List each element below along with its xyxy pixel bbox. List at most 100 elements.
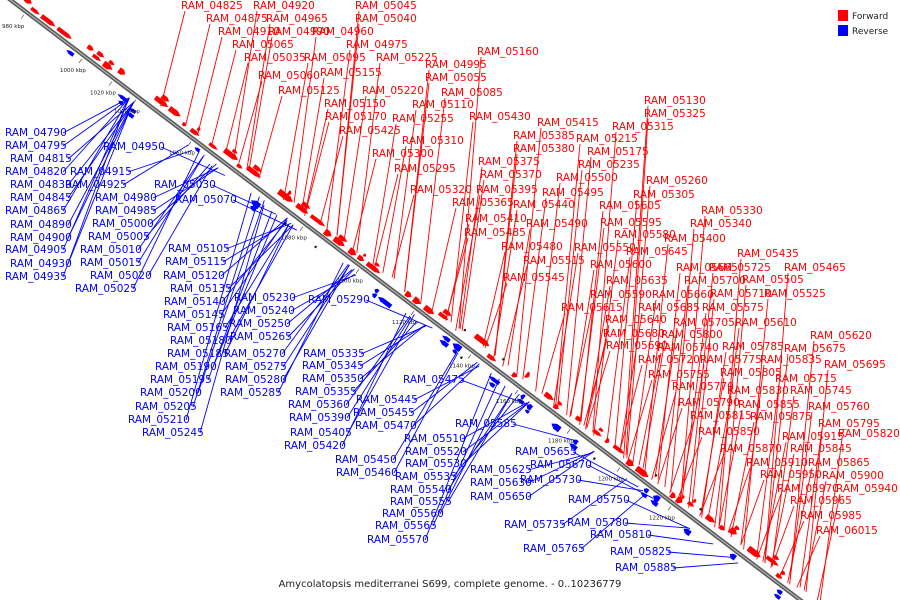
gene-label: RAM_05910: [746, 457, 808, 469]
gene-label: RAM_05620: [810, 330, 872, 342]
gene-label: RAM_05825: [610, 546, 672, 558]
tick-label: 1160 kbp: [496, 399, 522, 405]
forward-gene: [654, 473, 658, 477]
leader-line: [413, 365, 480, 401]
leader-line: [718, 409, 743, 529]
gene-label: RAM_04965: [266, 13, 328, 25]
leader-line: [432, 378, 500, 527]
reverse-gene: [442, 335, 451, 343]
legend-swatch-forward: [838, 10, 848, 21]
gene-label: RAM_05425: [339, 125, 401, 137]
leader-line: [587, 464, 654, 499]
leader-line: [799, 428, 823, 588]
gene-label: RAM_05280: [225, 374, 287, 386]
gene-label: RAM_05660: [652, 289, 714, 301]
gene-label: RAM_05160: [477, 46, 539, 58]
forward-gene: [337, 234, 348, 243]
reverse-gene: [640, 492, 648, 499]
leader-line: [393, 109, 417, 279]
gene-label: RAM_05460: [336, 467, 398, 479]
leader-line: [756, 493, 782, 560]
gene-label: RAM_05800: [661, 329, 723, 341]
leader-line: [458, 56, 482, 329]
forward-gene: [699, 507, 702, 511]
legend-label-forward: Forward: [852, 12, 888, 22]
gene-label: RAM_05510: [404, 433, 466, 445]
leader-line: [586, 350, 611, 428]
leader-line: [233, 10, 258, 160]
leader-line: [462, 401, 530, 465]
gene-label: RAM_05260: [646, 175, 708, 187]
gene-label: RAM_05595: [600, 217, 662, 229]
tick-label: 1100 kbp: [337, 278, 363, 284]
leader-line: [391, 194, 415, 278]
leader-line: [232, 199, 298, 231]
leader-line: [679, 364, 705, 501]
gene-label: RAM_05315: [612, 121, 674, 133]
gene-label: RAM_04905: [5, 244, 67, 256]
forward-gene: [347, 247, 357, 256]
gene-label: RAM_05470: [355, 420, 417, 432]
gene-label: RAM_05805: [720, 367, 782, 379]
leader-line: [224, 223, 290, 355]
gene-labels: RAM_04825 RAM_04920 RAM_05045RAM_04875RAM_…: [5, 0, 900, 574]
tick-mark: [467, 354, 472, 359]
leader-line: [319, 135, 344, 226]
gene-label: RAM_05310: [402, 135, 464, 147]
forward-gene: [746, 545, 761, 558]
gene-label: RAM_05770: [672, 381, 734, 393]
tick-mark: [108, 81, 113, 86]
tick-mark: [299, 226, 304, 231]
gene-label: RAM_05135: [170, 283, 232, 295]
forward-gene: [236, 163, 243, 169]
leader-line: [541, 312, 566, 394]
forward-gene: [23, 0, 32, 4]
leader-line: [727, 467, 751, 533]
reverse-gene: [572, 439, 579, 446]
gene-label: RAM_05845: [790, 443, 852, 455]
leader-line: [283, 62, 309, 201]
gene-label: RAM_05170: [325, 111, 387, 123]
leader-line: [572, 451, 639, 488]
leader-line: [669, 420, 695, 494]
leader-line: [227, 224, 294, 342]
leader-line: [290, 273, 356, 312]
gene-label: RAM_05180: [170, 335, 232, 347]
leader-line: [455, 194, 481, 331]
forward-gene: [692, 498, 697, 503]
gene-label: RAM_05095: [304, 52, 366, 64]
leader-line: [199, 204, 265, 434]
gene-label: RAM_05265: [230, 331, 292, 343]
leader-line: [185, 23, 211, 126]
leader-line: [127, 149, 193, 173]
forward-gene: [625, 458, 634, 467]
gene-label: RAM_05655: [515, 446, 577, 458]
gene-label: RAM_05485: [464, 227, 526, 239]
forward-gene: [108, 59, 115, 66]
gene-label: RAM_04815: [10, 153, 72, 165]
gene-label: RAM_05300: [372, 148, 434, 160]
leader-line: [67, 101, 135, 199]
leader-line: [152, 167, 219, 212]
forward-gene: [222, 147, 238, 161]
leader-line: [404, 82, 430, 292]
gene-label: RAM_05400: [664, 233, 726, 245]
gene-label: RAM_05215: [576, 133, 638, 145]
forward-gene: [322, 228, 332, 237]
legend-swatch-reverse: [838, 25, 848, 36]
gene-label: RAM_05375: [478, 156, 540, 168]
gene-label: RAM_05580: [614, 229, 676, 241]
gene-label: RAM_05410: [465, 213, 527, 225]
gene-label: RAM_04920: [253, 0, 315, 12]
leader-line: [482, 251, 506, 347]
forward-gene: [686, 500, 694, 507]
gene-label: RAM_05025: [75, 283, 137, 295]
leader-line: [580, 494, 646, 550]
forward-gene: [362, 253, 367, 257]
leader-line: [374, 173, 399, 267]
leader-line: [632, 299, 657, 463]
forward-gene: [765, 555, 779, 566]
gene-label: RAM_05285: [220, 387, 282, 399]
leader-line: [623, 105, 649, 459]
leader-line: [352, 158, 377, 251]
